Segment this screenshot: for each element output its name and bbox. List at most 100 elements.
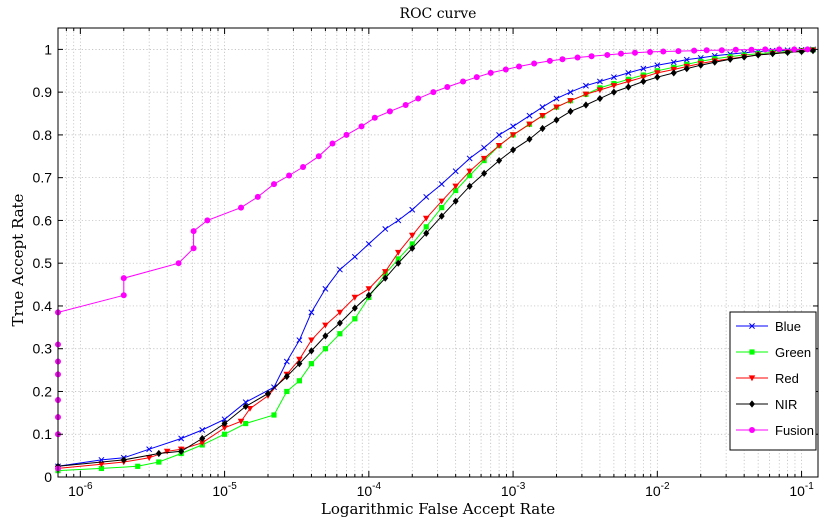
data-point-blue: [221, 416, 228, 423]
data-point-fusion: [791, 46, 798, 53]
data-point-nir: [452, 197, 459, 205]
data-point-fusion: [617, 50, 624, 57]
data-point-blue: [683, 56, 690, 63]
data-point-red: [198, 440, 206, 446]
data-point-fusion: [675, 48, 682, 55]
legend-item-green: Green: [736, 345, 811, 360]
data-point-blue: [409, 206, 416, 213]
data-point-nir: [670, 69, 677, 77]
data-point-red: [567, 98, 574, 104]
data-point-fusion: [502, 66, 509, 73]
x-tick-label: 10-2: [645, 481, 670, 499]
legend-box: [729, 311, 817, 451]
data-point-green: [156, 459, 162, 465]
data-point-blue: [178, 435, 185, 442]
legend-item-nir: NIR: [736, 397, 797, 412]
data-point-nir: [409, 244, 416, 252]
data-point-nir: [265, 390, 272, 398]
data-point-nir: [683, 65, 690, 73]
data-point-blue: [199, 427, 206, 433]
data-point-blue: [582, 82, 589, 89]
series-fusion: [55, 46, 811, 472]
y-tick-label: 0.2: [33, 383, 53, 399]
data-point-blue: [610, 74, 617, 81]
data-point-blue: [283, 358, 290, 365]
data-point-red: [509, 132, 517, 139]
data-point-red: [145, 455, 153, 461]
data-point-fusion: [604, 51, 611, 58]
data-point-fusion: [516, 63, 523, 70]
series-line-nir: [57, 50, 814, 467]
data-point-green: [423, 224, 429, 230]
data-point-nir: [336, 319, 343, 327]
data-point-red: [365, 286, 373, 293]
data-point-nir: [382, 274, 389, 282]
data-point-fusion: [531, 60, 538, 67]
x-axis-ticks: 10-6 10-5 10-4 10-3 10-2 10-1: [57, 28, 814, 499]
legend-swatch-marker: [749, 427, 755, 433]
data-point-fusion: [804, 46, 811, 53]
data-point-blue: [670, 59, 677, 66]
data-point-fusion: [718, 47, 725, 54]
data-point-green: [296, 378, 302, 384]
x-axis-label: Logarithmic False Accept Rate: [321, 500, 555, 518]
data-point-nir: [351, 304, 358, 312]
series-line-blue: [57, 48, 814, 467]
data-point-red: [654, 70, 661, 77]
data-point-red: [422, 215, 430, 222]
y-tick-label: 0.5: [33, 255, 53, 271]
legend: Blue Green Red NIR Fusion: [729, 311, 817, 451]
data-point-blue: [539, 104, 546, 111]
data-point-red: [582, 91, 590, 98]
y-tick-label: 0.9: [33, 84, 53, 100]
data-point-blue: [296, 337, 303, 344]
data-point-green: [409, 241, 415, 247]
data-point-nir: [466, 182, 473, 190]
data-point-nir: [221, 419, 228, 428]
legend-swatch-marker: [749, 323, 755, 329]
data-point-green: [135, 463, 141, 469]
y-tick-label: 0.7: [33, 170, 53, 186]
data-point-blue: [654, 62, 661, 69]
data-point-fusion: [588, 53, 595, 60]
legend-label: NIR: [775, 397, 797, 412]
x-tick-label: 10-3: [501, 481, 526, 499]
data-point-nir: [567, 107, 574, 115]
data-point-fusion: [732, 46, 739, 53]
data-point-blue: [466, 155, 473, 162]
data-point-fusion: [473, 74, 480, 81]
data-point-blue: [567, 89, 574, 96]
data-point-red: [163, 448, 171, 455]
data-point-red: [336, 309, 344, 316]
data-point-nir: [496, 156, 503, 165]
data-point-red: [237, 418, 245, 425]
data-point-red: [98, 461, 105, 468]
data-point-blue: [423, 193, 430, 200]
x-tick-label: 10-1: [789, 481, 814, 499]
data-point-nir: [120, 456, 127, 464]
data-point-nir: [741, 53, 748, 61]
data-point-red: [526, 121, 533, 128]
data-point-red: [394, 249, 402, 256]
data-point-red: [625, 78, 632, 85]
y-tick-label: 0.1: [33, 426, 53, 442]
data-point-green: [284, 388, 290, 395]
data-point-red: [246, 405, 254, 412]
data-point-green: [98, 465, 105, 472]
data-point-red: [221, 425, 228, 432]
data-point-green: [395, 256, 401, 262]
data-point-fusion: [270, 181, 277, 188]
data-point-nir: [625, 83, 632, 91]
data-point-blue: [625, 69, 632, 76]
data-point-nir: [283, 372, 290, 381]
data-point-green: [453, 187, 459, 194]
data-point-fusion: [120, 275, 127, 282]
data-point-fusion: [386, 108, 393, 115]
data-point-blue: [640, 65, 647, 72]
data-point-nir: [365, 291, 372, 299]
x-tick-label: 10-6: [68, 481, 93, 499]
data-point-nir: [596, 94, 603, 103]
series-lines: [54, 46, 817, 474]
data-point-nir: [727, 55, 734, 63]
data-point-nir: [654, 73, 661, 81]
